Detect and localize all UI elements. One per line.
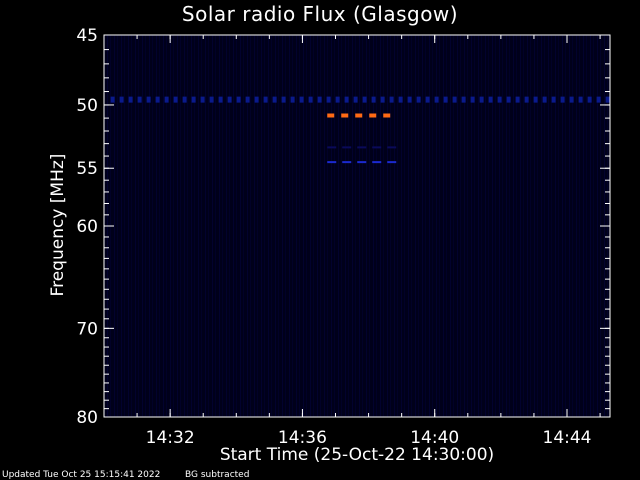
y-tick-label: 80 [76,408,98,428]
bg-subtracted-note: BG subtracted [185,470,250,480]
chart-title: Solar radio Flux (Glasgow) [181,2,459,26]
x-tick-label: 14:44 [543,428,592,448]
y-tick-label: 60 [76,217,98,237]
x-axis-label: Start Time (25-Oct-22 14:30:00) [219,445,495,465]
plot-noise-texture [104,35,610,417]
x-tick-label: 14:32 [146,428,195,448]
x-tick-label: 14:36 [278,428,327,448]
y-tick-label: 45 [76,26,98,46]
y-tick-label: 70 [76,319,98,339]
y-tick-label: 55 [76,159,98,179]
updated-timestamp: Updated Tue Oct 25 15:15:41 2022 [2,470,161,480]
y-axis-label: Frequency [MHz] [48,153,68,297]
y-tick-label: 50 [76,96,98,116]
x-tick-label: 14:40 [410,428,459,448]
